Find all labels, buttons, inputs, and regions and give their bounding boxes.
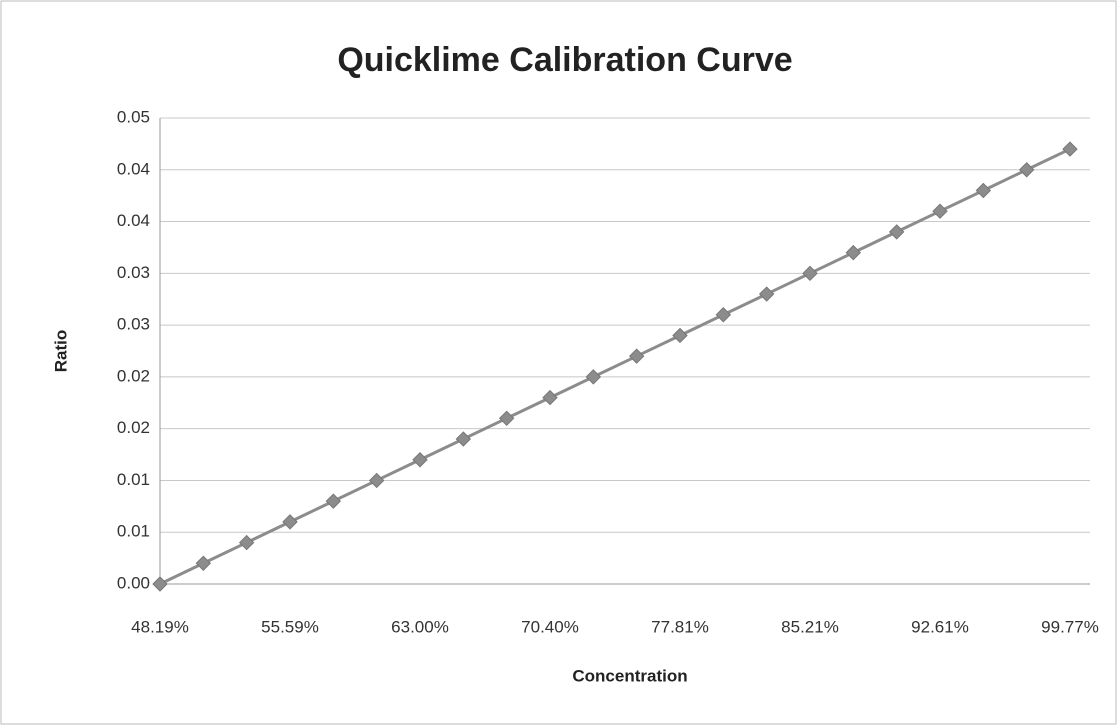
point-marker [845, 244, 862, 261]
point-marker [412, 452, 428, 468]
point-marker [195, 555, 212, 571]
x-tick-label: 85.21% [781, 617, 839, 636]
y-tick-label: 0.03 [117, 315, 150, 334]
point-marker [542, 389, 558, 406]
y-tick-label: 0.02 [117, 418, 150, 437]
y-tick-label: 0.00 [117, 573, 150, 592]
y-tick-label: 0.01 [117, 522, 150, 541]
x-tick-label: 77.81% [651, 617, 709, 636]
point-marker [932, 203, 948, 219]
point-marker [758, 286, 775, 302]
x-tick-label: 92.61% [911, 617, 969, 636]
chart-title: Quicklime Calibration Curve [337, 41, 792, 79]
x-tick-label: 99.77% [1041, 617, 1099, 636]
point-marker [888, 224, 905, 240]
x-tick-label: 70.40% [521, 617, 579, 636]
point-marker [282, 514, 298, 530]
point-marker [672, 327, 688, 344]
point-marker [585, 369, 602, 385]
point-marker [628, 348, 645, 364]
point-marker [152, 576, 168, 592]
point-marker [1062, 141, 1078, 157]
point-marker [238, 534, 255, 551]
point-marker [498, 410, 515, 427]
x-tick-label: 63.00% [391, 617, 449, 636]
point-marker [368, 472, 385, 489]
point-marker [975, 182, 992, 199]
point-marker [325, 493, 342, 509]
y-axis-label: Ratio [51, 330, 70, 373]
y-tick-label: 0.03 [117, 263, 150, 282]
point-marker [455, 431, 472, 447]
point-marker [715, 307, 732, 323]
y-tick-label: 0.02 [117, 366, 150, 385]
point-marker [1018, 162, 1035, 178]
point-marker [802, 265, 818, 282]
y-tick-label: 0.04 [117, 159, 150, 178]
y-tick-label: 0.05 [117, 107, 150, 126]
x-axis-label: Concentration [572, 666, 687, 685]
y-tick-label: 0.04 [117, 211, 150, 230]
series-line [159, 147, 1071, 586]
x-tick-label: 48.19% [131, 617, 189, 636]
y-tick-label: 0.01 [117, 470, 150, 489]
x-tick-label: 55.59% [261, 617, 319, 636]
